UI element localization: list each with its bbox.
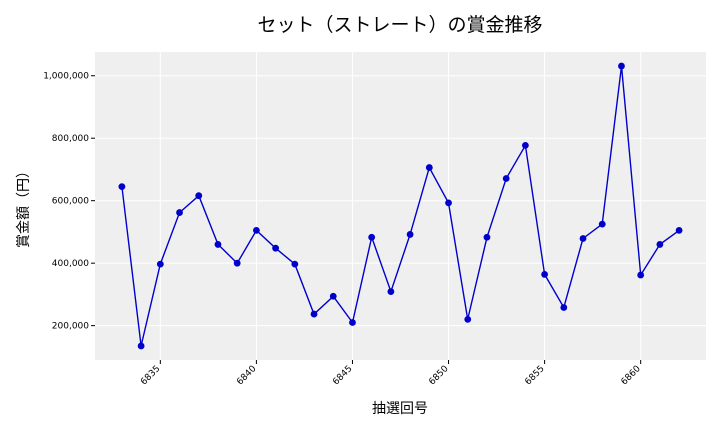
x-tick-label: 6840 bbox=[235, 364, 258, 387]
x-tick-label: 6850 bbox=[427, 364, 450, 387]
data-point bbox=[445, 199, 452, 207]
data-point bbox=[598, 220, 606, 228]
data-point bbox=[387, 288, 395, 295]
data-point bbox=[214, 241, 222, 248]
data-point bbox=[521, 141, 529, 149]
data-point bbox=[406, 231, 414, 238]
data-point bbox=[156, 260, 164, 268]
y-tick-label: 600,000 bbox=[52, 197, 89, 207]
data-point bbox=[272, 244, 280, 252]
data-point bbox=[310, 310, 318, 318]
data-point bbox=[195, 192, 203, 200]
data-point bbox=[349, 319, 356, 326]
data-point bbox=[425, 164, 433, 171]
series-line bbox=[121, 66, 680, 347]
series-layer bbox=[118, 62, 683, 350]
y-tick-label: 1,000,000 bbox=[43, 72, 89, 82]
data-point bbox=[618, 62, 625, 70]
data-point bbox=[233, 259, 241, 267]
data-point bbox=[502, 175, 510, 182]
data-point bbox=[541, 271, 549, 278]
y-tick-label: 200,000 bbox=[52, 322, 89, 332]
data-point bbox=[291, 260, 299, 268]
data-point bbox=[252, 226, 260, 234]
x-tick-label: 6835 bbox=[139, 364, 162, 387]
data-point bbox=[675, 226, 683, 234]
y-tick-label: 400,000 bbox=[52, 259, 89, 269]
x-axis-label: 抽選回号 bbox=[372, 401, 428, 417]
x-axis-ticks: 6835 6840 6845 6850 6855 6860 bbox=[139, 360, 643, 387]
data-point bbox=[560, 304, 568, 311]
x-tick-label: 6845 bbox=[331, 364, 354, 387]
y-tick-label: 800,000 bbox=[52, 134, 89, 144]
data-point bbox=[176, 209, 183, 216]
data-point bbox=[329, 292, 337, 300]
data-point bbox=[464, 315, 472, 323]
data-point bbox=[656, 241, 664, 248]
data-point bbox=[368, 233, 376, 241]
data-point bbox=[483, 233, 491, 241]
y-axis-ticks: 200,000 400,000 600,000 800,000 1,000,000 bbox=[43, 72, 95, 332]
data-point bbox=[137, 342, 145, 350]
x-tick-label: 6855 bbox=[523, 364, 546, 387]
chart-title: セット（ストレート）の賞金推移 bbox=[257, 14, 542, 36]
data-point bbox=[118, 183, 126, 191]
x-tick-label: 6860 bbox=[620, 364, 643, 387]
y-axis-label: 賞金額（円） bbox=[16, 164, 32, 248]
data-point bbox=[637, 271, 645, 279]
data-point bbox=[579, 235, 587, 242]
